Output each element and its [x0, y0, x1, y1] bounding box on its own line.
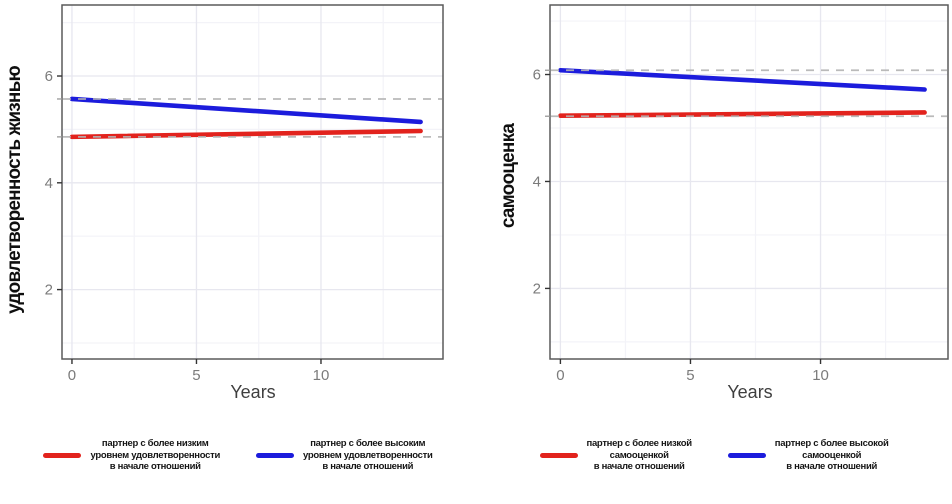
life-satisfaction-chart: 0 5 10 2 4 6 удовлетворенность жизнью Years п… — [0, 4, 476, 473]
self-esteem-chart: 0 5 10 2 4 6 самооценка Years партнер с более… — [476, 0, 952, 504]
self-esteem-plot: 0 5 10 2 4 6 самооценка Years — [498, 4, 949, 402]
legend-item-blue: партнер с более высокой самооценкой в на… — [727, 438, 889, 473]
y-axis-title-self-esteem: самооценка — [498, 123, 519, 228]
x-axis-title-years: Years — [230, 382, 275, 402]
legend-label-blue: партнер с более высоким уровнем удовлетв… — [303, 438, 433, 472]
svg-text:4: 4 — [45, 175, 53, 192]
life-satisfaction-plot: 0 5 10 2 4 6 удовлетворенность жизнью Years — [4, 4, 444, 402]
legend-self-esteem: партнер с более низкой самооценкой в нач… — [476, 438, 952, 473]
blue-line-swatch — [256, 452, 294, 458]
legend-label-red: партнер с более низкой самооценкой в нач… — [586, 438, 693, 472]
svg-text:0: 0 — [556, 367, 564, 384]
x-axis-title-years: Years — [727, 382, 772, 402]
legend-label-red: партнер с более низким уровнем удовлетво… — [90, 438, 220, 472]
legend-item-red: партнер с более низкой самооценкой в нач… — [539, 438, 693, 473]
legend-life-satisfaction: партнер с более низким уровнем удовлетво… — [0, 438, 476, 473]
svg-text:10: 10 — [812, 367, 829, 384]
legend-item-blue: партнер с более высоким уровнем удовлетв… — [256, 438, 433, 473]
svg-text:4: 4 — [533, 173, 541, 190]
blue-line-swatch — [727, 452, 766, 458]
svg-text:5: 5 — [192, 367, 200, 384]
svg-text:2: 2 — [45, 282, 53, 299]
legend-item-red: партнер с более низким уровнем удовлетво… — [43, 438, 220, 473]
legend-label-blue: партнер с более высокой самооценкой в на… — [774, 438, 889, 472]
svg-text:0: 0 — [68, 367, 76, 384]
y-axis-title-life-satisfaction: удовлетворенность жизнью — [4, 66, 25, 314]
svg-text:10: 10 — [313, 367, 330, 384]
svg-text:6: 6 — [45, 68, 53, 85]
svg-text:5: 5 — [686, 367, 694, 384]
red-line-swatch — [539, 452, 578, 458]
red-line-swatch — [43, 452, 82, 458]
svg-text:2: 2 — [533, 280, 541, 297]
svg-text:6: 6 — [533, 67, 541, 84]
